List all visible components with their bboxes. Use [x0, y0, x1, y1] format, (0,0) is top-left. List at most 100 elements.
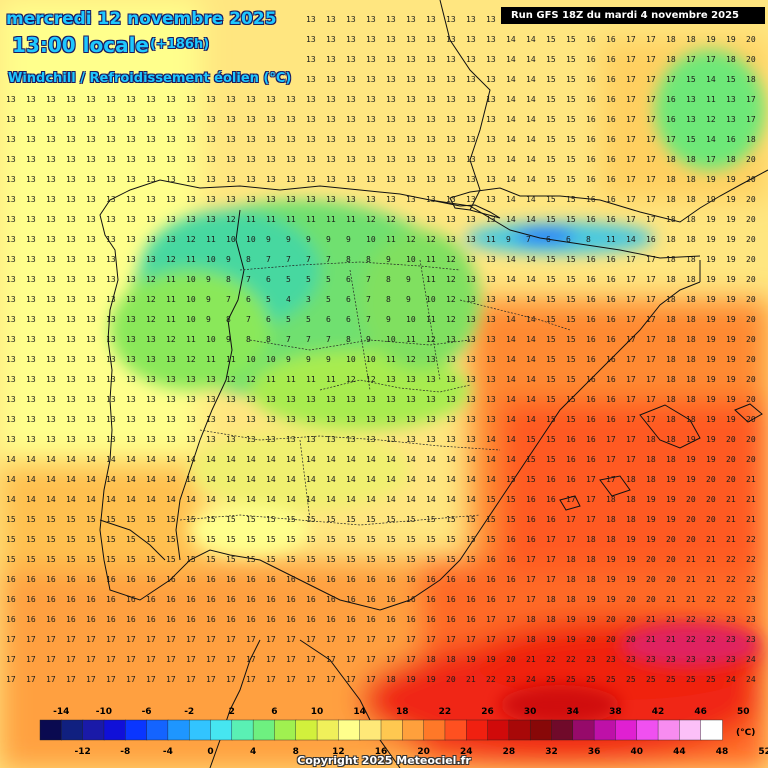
grid-value: 13	[486, 275, 496, 284]
grid-value: 19	[706, 195, 716, 204]
grid-value: 21	[746, 495, 756, 504]
grid-value: 15	[266, 535, 276, 544]
grid-value: 14	[506, 115, 516, 124]
grid-value: 17	[646, 195, 656, 204]
grid-value: 11	[286, 215, 296, 224]
grid-value: 18	[686, 195, 696, 204]
grid-value: 5	[286, 315, 291, 324]
grid-value: 19	[726, 395, 736, 404]
grid-value: 14	[406, 455, 416, 464]
grid-value: 13	[86, 115, 96, 124]
grid-value: 13	[306, 115, 316, 124]
grid-value: 19	[586, 615, 596, 624]
grid-value: 13	[186, 175, 196, 184]
grid-value: 17	[666, 75, 676, 84]
legend-tick-bottom: 28	[503, 747, 516, 757]
grid-value: 13	[446, 15, 456, 24]
grid-value: 15	[226, 515, 236, 524]
legend-unit: (°C)	[736, 728, 755, 738]
grid-value: 13	[6, 255, 16, 264]
grid-value: 14	[506, 335, 516, 344]
grid-value: 7	[286, 335, 291, 344]
grid-value: 15	[686, 135, 696, 144]
grid-value: 15	[26, 555, 36, 564]
grid-value: 7	[366, 275, 371, 284]
grid-value: 7	[326, 335, 331, 344]
grid-value: 11	[226, 355, 236, 364]
grid-value: 15	[46, 535, 56, 544]
grid-value: 13	[126, 295, 136, 304]
grid-value: 15	[406, 535, 416, 544]
grid-value: 14	[186, 475, 196, 484]
grid-value: 14	[526, 95, 536, 104]
grid-value: 19	[566, 615, 576, 624]
grid-value: 9	[206, 315, 211, 324]
grid-value: 16	[266, 595, 276, 604]
grid-value: 15	[466, 555, 476, 564]
grid-value: 16	[486, 555, 496, 564]
legend-tick-bottom: 24	[460, 747, 473, 757]
legend-swatch	[252, 719, 276, 741]
grid-value: 12	[146, 295, 156, 304]
grid-value: 19	[546, 635, 556, 644]
grid-value: 16	[6, 575, 16, 584]
grid-value: 5	[286, 275, 291, 284]
grid-value: 13	[386, 35, 396, 44]
grid-value: 15	[126, 535, 136, 544]
grid-value: 16	[346, 595, 356, 604]
grid-value: 5	[266, 295, 271, 304]
grid-value: 13	[486, 35, 496, 44]
grid-value: 16	[606, 175, 616, 184]
legend-color-bar	[39, 719, 723, 741]
grid-value: 13	[466, 95, 476, 104]
grid-value: 6	[266, 315, 271, 324]
grid-value: 13	[166, 215, 176, 224]
grid-value: 17	[626, 375, 636, 384]
grid-value: 13	[446, 75, 456, 84]
grid-value: 17	[626, 395, 636, 404]
legend-swatch	[61, 719, 84, 741]
grid-value: 13	[446, 215, 456, 224]
grid-value: 13	[226, 115, 236, 124]
legend-swatch	[210, 719, 233, 741]
grid-value: 15	[6, 535, 16, 544]
grid-value: 16	[606, 255, 616, 264]
grid-value: 13	[406, 215, 416, 224]
grid-value: 16	[346, 615, 356, 624]
grid-value: 20	[746, 255, 756, 264]
grid-value: 16	[366, 615, 376, 624]
grid-value: 14	[446, 475, 456, 484]
grid-value: 22	[726, 595, 736, 604]
grid-value: 19	[706, 35, 716, 44]
grid-value: 16	[526, 535, 536, 544]
grid-value: 16	[426, 595, 436, 604]
grid-value: 25	[566, 675, 576, 684]
forecast-offset: (+186h)	[150, 37, 210, 52]
grid-value: 17	[326, 675, 336, 684]
grid-value: 19	[706, 295, 716, 304]
grid-value: 15	[546, 195, 556, 204]
grid-value: 13	[486, 75, 496, 84]
grid-value: 15	[6, 555, 16, 564]
grid-value: 13	[426, 195, 436, 204]
grid-value: 18	[666, 195, 676, 204]
grid-value: 20	[646, 575, 656, 584]
grid-value: 13	[146, 235, 156, 244]
grid-value: 14	[26, 495, 36, 504]
grid-value: 16	[666, 95, 676, 104]
grid-value: 18	[666, 395, 676, 404]
grid-value: 13	[206, 135, 216, 144]
grid-value: 14	[326, 475, 336, 484]
grid-value: 13	[106, 215, 116, 224]
grid-value: 19	[726, 255, 736, 264]
grid-value: 15	[566, 275, 576, 284]
grid-value: 8	[246, 255, 251, 264]
grid-value: 15	[186, 535, 196, 544]
grid-value: 13	[466, 355, 476, 364]
grid-value: 10	[186, 295, 196, 304]
grid-value: 15	[166, 535, 176, 544]
grid-value: 24	[746, 655, 756, 664]
legend-swatch	[551, 719, 574, 741]
grid-value: 13	[206, 215, 216, 224]
